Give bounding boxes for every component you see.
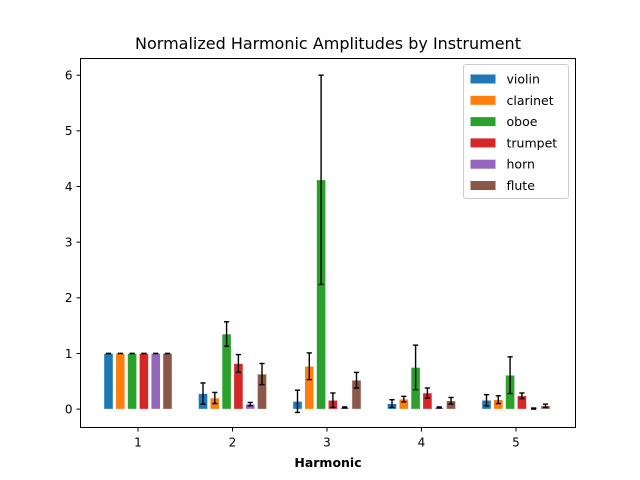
x-tick-label-1: 1 — [134, 436, 142, 450]
y-tick-label-2: 2 — [65, 291, 73, 305]
x-tick-label-4: 4 — [418, 436, 426, 450]
error-bar-clarinet-h3 — [306, 352, 312, 381]
bar-trumpet-h1 — [139, 353, 149, 410]
x-axis: 1 2 3 4 5 — [134, 427, 520, 450]
error-bar-violin-h5 — [483, 393, 490, 407]
x-axis-label: Harmonic — [294, 455, 361, 470]
bars-layer — [103, 179, 551, 410]
error-bar-flute-h5 — [542, 403, 549, 409]
plot-frame — [80, 58, 576, 428]
error-bar-oboe-h2 — [224, 321, 230, 347]
legend-swatch-violin — [470, 74, 496, 84]
error-bar-horn-h4 — [436, 406, 442, 409]
error-bar-horn-h2 — [247, 401, 253, 407]
error-bar-clarinet-h2 — [212, 391, 218, 405]
legend-label-violin: violin — [507, 72, 540, 87]
error-bar-violin-h4 — [389, 398, 395, 409]
error-bar-violin-h2 — [200, 382, 206, 405]
bar-clarinet-h1 — [115, 353, 126, 410]
error-bar-flute-h3 — [353, 371, 360, 389]
y-axis: 0 1 2 3 4 5 6 — [65, 68, 81, 416]
y-tick-label-4: 4 — [65, 180, 73, 194]
bar-flute-h1 — [162, 353, 173, 410]
legend: violin clarinet oboe trumpet horn flute — [463, 64, 569, 199]
error-bar-oboe-h4 — [413, 344, 419, 391]
legend-label-flute: flute — [507, 178, 536, 193]
y-tick-label-5: 5 — [65, 124, 73, 138]
legend-label-oboe: oboe — [507, 114, 538, 129]
error-bar-clarinet-h4 — [401, 395, 407, 403]
legend-swatch-trumpet — [470, 138, 496, 148]
bar-violin-h1 — [103, 353, 114, 410]
legend-label-clarinet: clarinet — [507, 93, 554, 108]
chart-title: Normalized Harmonic Amplitudes by Instru… — [135, 34, 521, 53]
error-bar-flute-h4 — [448, 396, 454, 405]
error-bar-oboe-h3 — [318, 74, 324, 286]
legend-label-horn: horn — [507, 157, 535, 172]
bar-horn-h1 — [150, 353, 161, 410]
legend-swatch-clarinet — [470, 95, 496, 105]
x-tick-label-5: 5 — [512, 436, 520, 450]
error-bars-layer — [105, 74, 549, 414]
legend-swatch-flute — [470, 181, 496, 190]
legend-swatch-oboe — [470, 117, 496, 127]
y-tick-label-3: 3 — [65, 235, 73, 249]
y-tick-label-1: 1 — [65, 347, 73, 361]
y-tick-label-0: 0 — [65, 402, 73, 416]
error-bar-horn-h3 — [342, 406, 348, 409]
error-bar-trumpet-h4 — [424, 387, 430, 399]
y-tick-label-6: 6 — [65, 68, 73, 82]
error-bar-trumpet-h5 — [519, 392, 525, 400]
error-bar-oboe-h5 — [507, 356, 513, 395]
x-tick-label-2: 2 — [229, 436, 237, 450]
bar-oboe-h1 — [127, 353, 137, 410]
error-bar-clarinet-h5 — [495, 395, 501, 405]
error-bar-flute-h2 — [259, 362, 265, 386]
error-bar-trumpet-h3 — [330, 392, 336, 409]
x-tick-label-3: 3 — [323, 436, 331, 450]
error-bar-violin-h3 — [294, 389, 301, 414]
error-bar-horn-h5 — [531, 407, 537, 410]
legend-label-trumpet: trumpet — [507, 135, 558, 150]
error-bar-trumpet-h2 — [235, 353, 241, 374]
legend-swatch-horn — [470, 159, 496, 169]
